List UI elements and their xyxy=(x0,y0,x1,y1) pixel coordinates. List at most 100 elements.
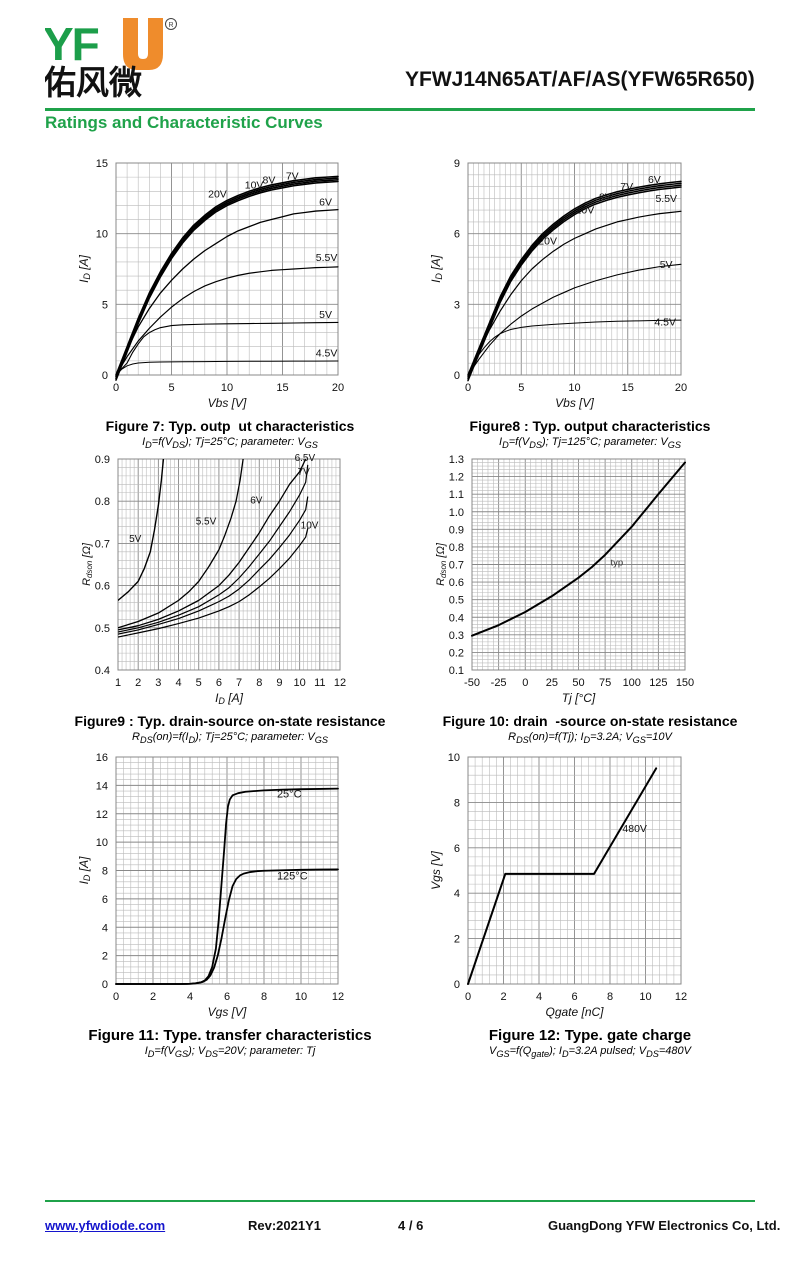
svg-text:25: 25 xyxy=(546,677,558,689)
svg-text:7V: 7V xyxy=(298,467,311,478)
svg-text:ID [A]: ID [A] xyxy=(429,254,444,283)
svg-text:2: 2 xyxy=(102,951,108,963)
svg-text:4.5V: 4.5V xyxy=(316,348,338,360)
svg-text:ID [A]: ID [A] xyxy=(215,691,244,706)
svg-text:2: 2 xyxy=(150,991,156,1003)
svg-text:8: 8 xyxy=(102,866,108,878)
svg-text:6: 6 xyxy=(102,894,108,906)
svg-text:16: 16 xyxy=(96,752,108,764)
svg-text:1.1: 1.1 xyxy=(449,489,464,501)
svg-text:4: 4 xyxy=(536,991,542,1003)
svg-text:15: 15 xyxy=(96,158,108,170)
svg-text:20: 20 xyxy=(675,382,687,394)
svg-text:7: 7 xyxy=(236,677,242,689)
svg-text:100: 100 xyxy=(623,677,641,689)
svg-text:20V: 20V xyxy=(208,189,227,201)
svg-text:7V: 7V xyxy=(286,170,299,182)
svg-text:10: 10 xyxy=(448,752,460,764)
svg-text:0: 0 xyxy=(113,382,119,394)
svg-text:6V: 6V xyxy=(250,495,263,506)
svg-text:R: R xyxy=(168,22,173,29)
svg-text:1: 1 xyxy=(115,677,121,689)
svg-text:Rdson [Ω]: Rdson [Ω] xyxy=(435,542,448,586)
svg-text:10: 10 xyxy=(568,382,580,394)
svg-text:8V: 8V xyxy=(263,174,276,186)
svg-text:0.2: 0.2 xyxy=(449,647,464,659)
svg-text:9: 9 xyxy=(454,158,460,170)
svg-text:480V: 480V xyxy=(622,823,647,835)
svg-text:1.2: 1.2 xyxy=(449,472,464,484)
svg-text:5V: 5V xyxy=(129,534,142,545)
svg-text:0: 0 xyxy=(113,991,119,1003)
svg-text:1.3: 1.3 xyxy=(449,454,464,466)
svg-text:-25: -25 xyxy=(491,677,507,689)
svg-text:20: 20 xyxy=(332,382,344,394)
svg-text:Rdson [Ω]: Rdson [Ω] xyxy=(81,542,94,586)
svg-text:5V: 5V xyxy=(660,259,673,271)
svg-text:YF: YF xyxy=(45,18,99,70)
svg-text:10: 10 xyxy=(96,837,108,849)
svg-text:10V: 10V xyxy=(301,521,319,532)
svg-text:0: 0 xyxy=(465,991,471,1003)
svg-text:Vbs [V]: Vbs [V] xyxy=(555,396,594,410)
svg-text:6V: 6V xyxy=(319,196,332,208)
svg-text:0.8: 0.8 xyxy=(95,496,110,508)
svg-text:50: 50 xyxy=(572,677,584,689)
svg-text:12: 12 xyxy=(334,677,346,689)
svg-text:4: 4 xyxy=(102,922,108,934)
svg-text:0: 0 xyxy=(522,677,528,689)
svg-text:0: 0 xyxy=(454,979,460,991)
svg-text:-50: -50 xyxy=(464,677,480,689)
svg-text:0.8: 0.8 xyxy=(449,542,464,554)
svg-text:8: 8 xyxy=(454,797,460,809)
svg-text:3: 3 xyxy=(155,677,161,689)
svg-text:3: 3 xyxy=(454,299,460,311)
svg-text:8: 8 xyxy=(256,677,262,689)
svg-text:ID [A]: ID [A] xyxy=(77,254,92,283)
svg-text:10: 10 xyxy=(221,382,233,394)
svg-text:9: 9 xyxy=(276,677,282,689)
svg-text:0.4: 0.4 xyxy=(449,612,464,624)
svg-text:15: 15 xyxy=(276,382,288,394)
svg-text:0.1: 0.1 xyxy=(449,665,464,677)
svg-text:4.5V: 4.5V xyxy=(654,317,676,329)
svg-text:6: 6 xyxy=(216,677,222,689)
svg-text:6: 6 xyxy=(571,991,577,1003)
svg-text:125°C: 125°C xyxy=(277,871,308,883)
svg-text:75: 75 xyxy=(599,677,611,689)
svg-text:10: 10 xyxy=(294,677,306,689)
svg-text:0.6: 0.6 xyxy=(449,577,464,589)
svg-text:10V: 10V xyxy=(245,179,264,191)
svg-text:5: 5 xyxy=(518,382,524,394)
svg-text:5: 5 xyxy=(102,299,108,311)
svg-text:0: 0 xyxy=(454,370,460,382)
svg-text:5: 5 xyxy=(196,677,202,689)
svg-text:0.7: 0.7 xyxy=(449,560,464,572)
svg-text:0.4: 0.4 xyxy=(95,665,110,677)
svg-text:Vgs [V]: Vgs [V] xyxy=(208,1005,247,1019)
svg-text:6: 6 xyxy=(454,843,460,855)
svg-text:2: 2 xyxy=(500,991,506,1003)
svg-text:125: 125 xyxy=(649,677,667,689)
svg-text:5.5V: 5.5V xyxy=(655,193,677,205)
svg-text:10: 10 xyxy=(639,991,651,1003)
svg-text:0.3: 0.3 xyxy=(449,630,464,642)
svg-text:12: 12 xyxy=(332,991,344,1003)
svg-text:0: 0 xyxy=(102,979,108,991)
svg-text:15: 15 xyxy=(622,382,634,394)
svg-text:佑风微: 佑风微 xyxy=(45,64,142,98)
svg-text:10: 10 xyxy=(96,229,108,241)
svg-text:6: 6 xyxy=(454,229,460,241)
svg-text:6: 6 xyxy=(224,991,230,1003)
svg-text:Tj [°C]: Tj [°C] xyxy=(562,691,596,705)
svg-text:8V: 8V xyxy=(599,192,612,204)
svg-text:1.0: 1.0 xyxy=(449,507,464,519)
svg-text:5.5V: 5.5V xyxy=(316,252,338,264)
svg-text:0.5: 0.5 xyxy=(449,595,464,607)
svg-text:0: 0 xyxy=(102,370,108,382)
svg-text:20V: 20V xyxy=(538,235,557,247)
svg-text:Vbs [V]: Vbs [V] xyxy=(208,396,247,410)
svg-text:10V: 10V xyxy=(576,205,595,217)
svg-text:7V: 7V xyxy=(620,181,633,193)
svg-text:0.9: 0.9 xyxy=(95,454,110,466)
